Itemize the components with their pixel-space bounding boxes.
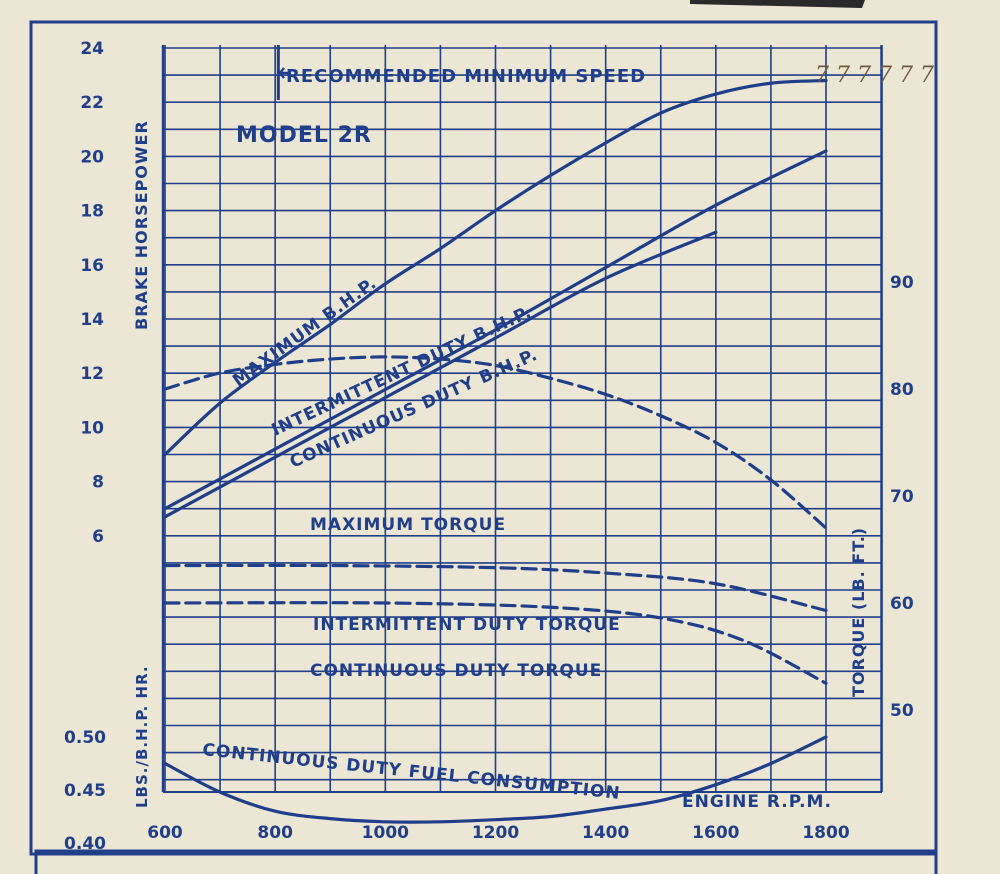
x-tick-label: 800 [257, 823, 293, 843]
y-tick-label: 20 [80, 147, 104, 167]
series-line-6 [163, 735, 828, 824]
y-tick-label: 10 [80, 418, 104, 438]
label-continuous-torque: CONTINUOUS DUTY TORQUE [310, 661, 602, 681]
caption-box [34, 849, 938, 874]
right-axis-title: TORQUE (LB. FT.) [849, 527, 868, 697]
label-intermittent-torque: INTERMITTENT DUTY TORQUE [313, 615, 621, 635]
fuel-tick-label: 0.45 [64, 781, 106, 801]
annotation-text: RECOMMENDED MINIMUM SPEED [286, 66, 646, 87]
fuel-axis-title: LBS./B.H.P. HR. [133, 665, 151, 808]
left-axis-title: BRAKE HORSEPOWER [132, 120, 151, 330]
y-tick-label: 16 [80, 256, 104, 276]
arrow-icon [278, 67, 290, 79]
torque-tick-label: 80 [890, 380, 914, 400]
label-fuel-consumption: CONTINUOUS DUTY FUEL CONSUMPTION [201, 740, 621, 804]
chart-frame [29, 20, 938, 856]
label-maximum-torque: MAXIMUM TORQUE [310, 515, 506, 535]
tick-labels: 600 800 1000 1200 1400 1600 1800 6 8 10 12 14 16 18 20… [64, 39, 914, 854]
x-axis-title: ENGINE R.P.M. [682, 792, 832, 812]
torque-tick-label: 70 [890, 487, 914, 507]
fuel-tick-label: 0.40 [64, 834, 106, 854]
x-tick-label: 1000 [362, 823, 409, 843]
x-tick-label: 1600 [692, 823, 739, 843]
x-tick-label: 1200 [472, 823, 519, 843]
model-label: MODEL 2R [236, 123, 372, 148]
y-tick-label: 12 [80, 364, 104, 384]
y-tick-label: 8 [92, 473, 104, 493]
y-tick-label: 6 [92, 527, 104, 547]
fuel-tick-label: 0.50 [64, 728, 106, 748]
series-line-2 [163, 230, 718, 519]
series-line-0 [163, 78, 828, 457]
x-tick-label: 1400 [582, 823, 629, 843]
grid [161, 45, 883, 793]
x-tick-label: 600 [147, 823, 183, 843]
torque-tick-label: 50 [890, 701, 914, 721]
series-line-1 [163, 149, 828, 511]
curves [163, 78, 828, 824]
series-line-5 [163, 601, 828, 685]
y-tick-label: 18 [80, 202, 104, 222]
series-line-3 [163, 355, 828, 530]
y-tick-label: 14 [80, 310, 104, 330]
series-line-4 [163, 563, 828, 613]
y-tick-label: 22 [80, 93, 104, 113]
y-tick-label: 24 [80, 39, 104, 59]
torque-tick-label: 90 [890, 273, 914, 293]
dark-paper-edge [690, 0, 865, 8]
x-tick-label: 1800 [802, 823, 849, 843]
torque-tick-label: 60 [890, 594, 914, 614]
handwritten-mark: 7 7 7 7 7 7 [815, 63, 934, 88]
